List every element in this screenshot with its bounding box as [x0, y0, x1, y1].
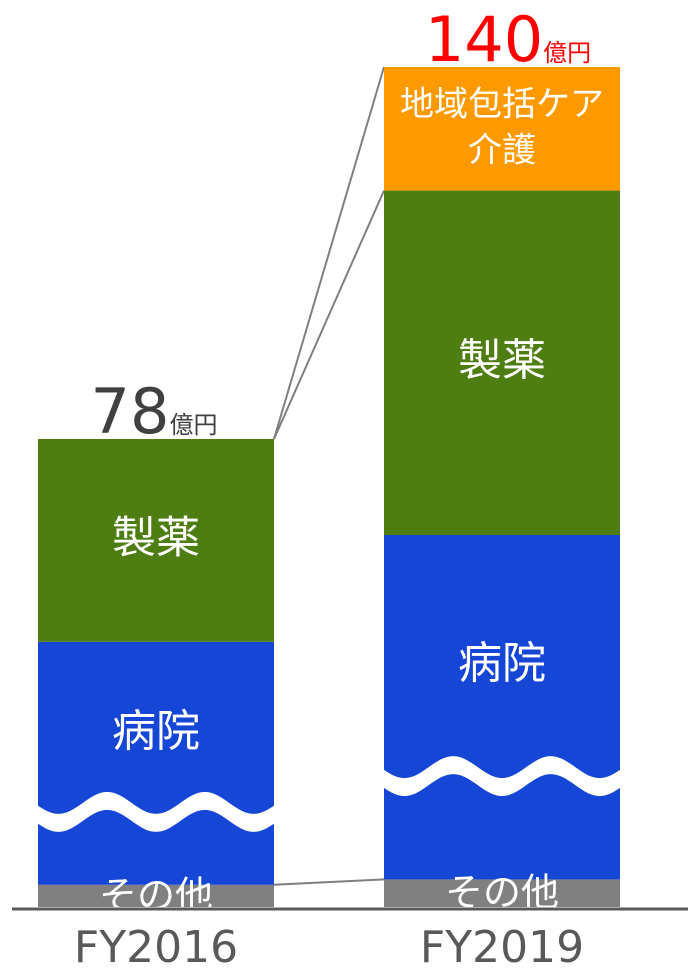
segment-label: 製薬 [112, 512, 200, 563]
bars [38, 67, 620, 907]
connector-line [273, 66, 385, 440]
bar-segment-その他 [384, 879, 620, 907]
axis-break-wave [380, 756, 624, 797]
x-axis-labels: FY2016 FY2019 [74, 922, 584, 972]
segment-label: その他 [445, 871, 559, 915]
total-labels: 78億円 140億円 [91, 3, 592, 448]
axis-break-wave [34, 791, 278, 832]
x-tick-label: FY2016 [74, 922, 238, 972]
bar-segment-その他 [38, 884, 274, 907]
axis-break-waves [34, 756, 624, 832]
connector-line [273, 878, 385, 886]
connector-lines [273, 66, 385, 886]
x-tick-label: FY2019 [420, 922, 584, 972]
total-label: 78億円 [91, 375, 218, 448]
segment-label: 地域包括ケア [400, 84, 604, 124]
segment-label: 介護 [468, 130, 536, 170]
bar-segment-病院 [384, 535, 620, 880]
bar-segment-製薬 [384, 190, 620, 535]
total-label: 140億円 [425, 3, 591, 76]
segment-label: 病院 [112, 706, 200, 757]
segment-label: 製薬 [458, 335, 546, 386]
bar-segment-製薬 [38, 439, 274, 642]
bar-segment-病院 [38, 641, 274, 885]
segment-label: 病院 [458, 638, 546, 689]
bar-segment-地域包括ケア介護 [384, 67, 620, 191]
connector-line [273, 190, 385, 440]
segment-label: その他 [99, 873, 213, 917]
